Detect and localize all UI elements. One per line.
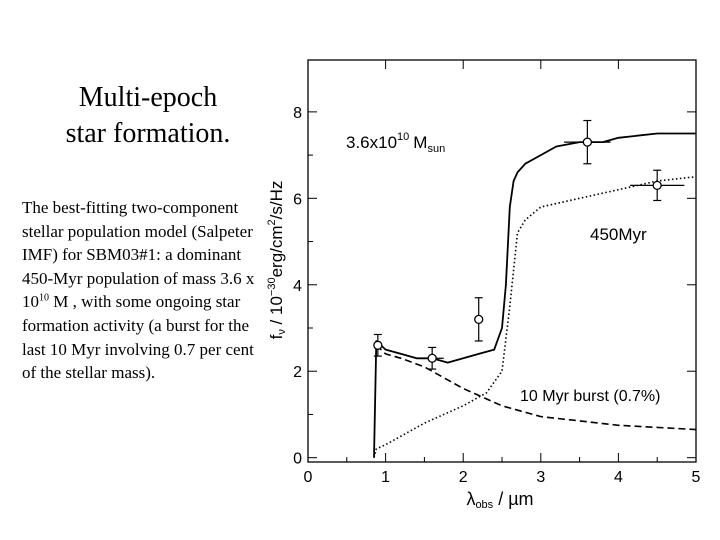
y-tick-label: 2 [293, 364, 302, 381]
tick-labels: 0 1 2 3 4 5 0 2 4 6 8 [293, 105, 700, 486]
caption-text-1: The best-fitting two-component stellar p… [22, 198, 255, 312]
x-tick-label: 3 [536, 469, 545, 486]
slide-title-line2: star formation. [65, 118, 231, 149]
mass-annotation: 3.6x1010 Msun [346, 131, 445, 155]
caption-text-2: M , with some ongoing star formation act… [22, 292, 254, 383]
plot-frame [307, 59, 697, 463]
old-population-label: 450Myr [590, 225, 647, 244]
series-layer [373, 132, 697, 458]
burst-label: 10 Myr burst (0.7%) [520, 388, 660, 405]
x-tick-label: 2 [459, 469, 468, 486]
x-axis-label: λobs / µm [466, 489, 533, 511]
photometry-point [652, 180, 662, 191]
photometry-layer [373, 119, 685, 370]
photometry-point [582, 137, 593, 147]
photometry-point [373, 340, 383, 350]
slide-title: Multi-epoch star formation. [28, 80, 268, 152]
series-line-0 [373, 132, 696, 458]
photometry-point [474, 314, 484, 325]
x-tick-label: 0 [304, 469, 313, 486]
y-tick-label: 6 [293, 191, 302, 208]
x-tick-label: 1 [381, 469, 390, 486]
series-line-1 [373, 175, 697, 458]
y-tick-label: 0 [293, 451, 302, 468]
x-tick-label: 4 [614, 469, 623, 486]
caption-superscript: 10 [39, 292, 49, 304]
y-axis-label: fν / 10−30erg/cm2/s/Hz [266, 181, 288, 340]
y-tick-label: 4 [293, 278, 302, 295]
figure-caption: The best-fitting two-component stellar p… [22, 196, 262, 385]
series-line-2 [375, 344, 697, 431]
photometry-point [427, 353, 437, 363]
y-tick-label: 8 [293, 105, 302, 122]
slide-title-line1: Multi-epoch [78, 82, 218, 113]
x-tick-label: 5 [692, 469, 701, 486]
